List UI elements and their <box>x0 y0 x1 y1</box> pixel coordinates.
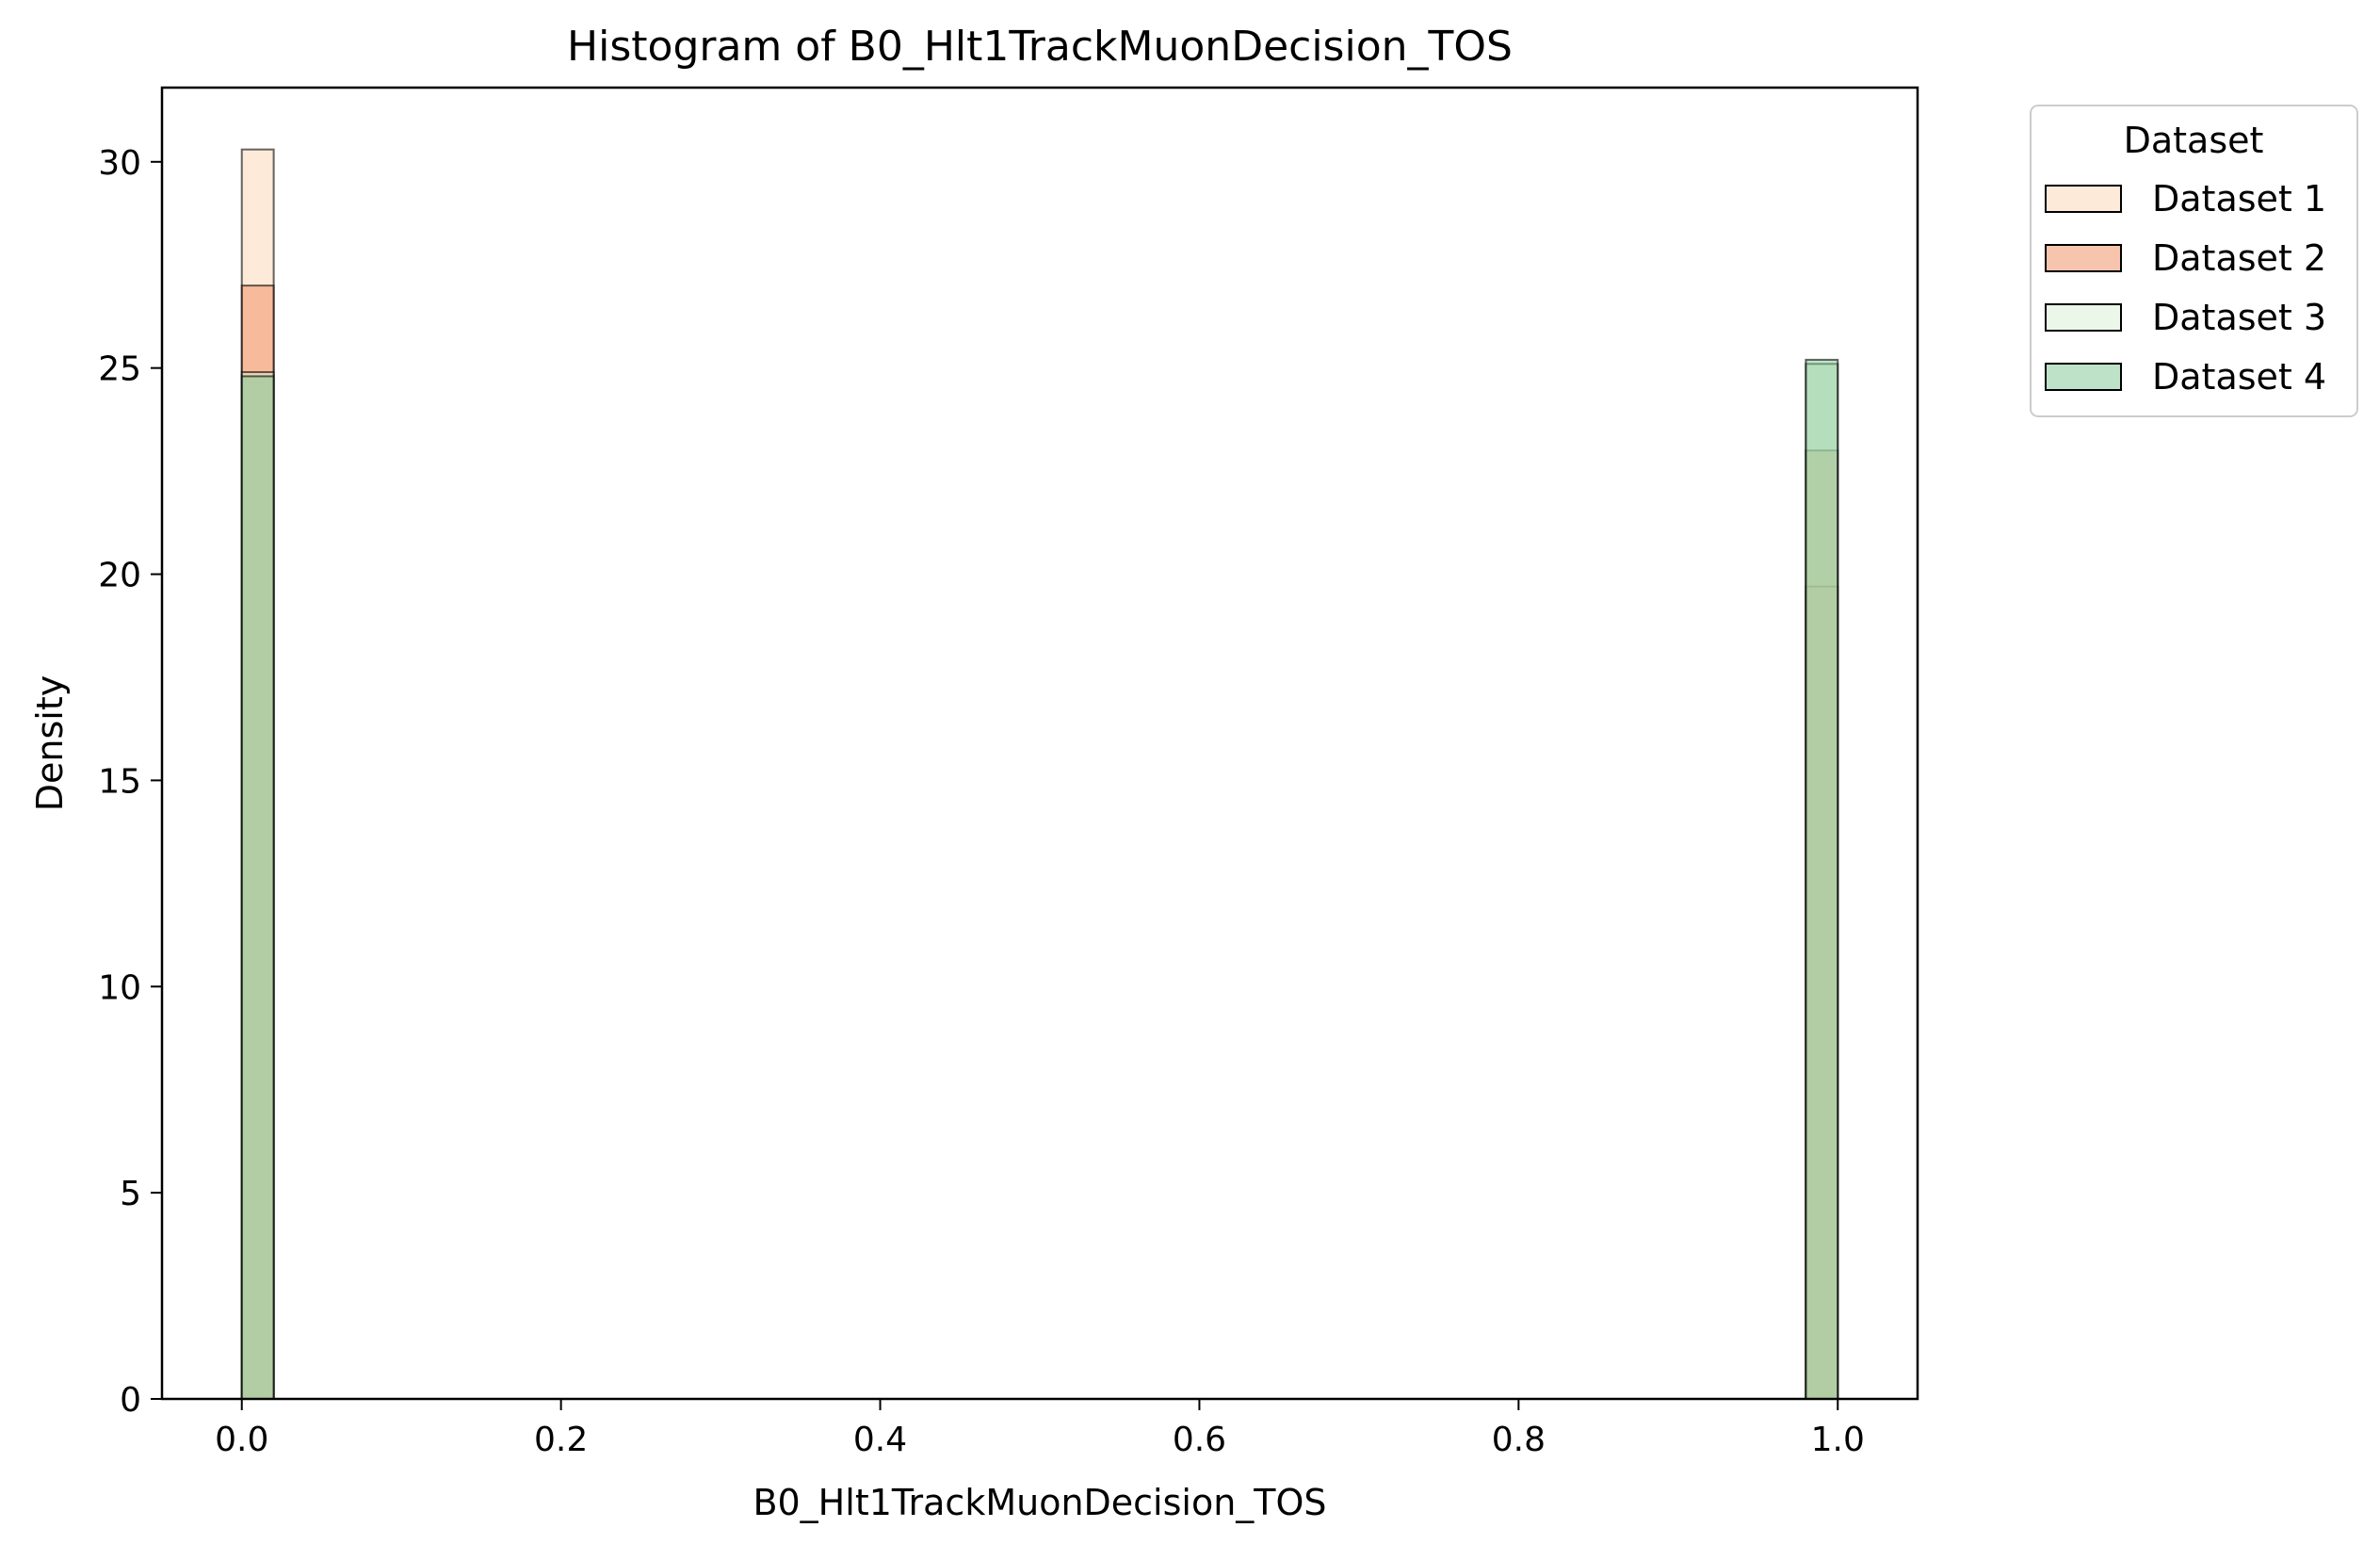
chart-title: Histogram of B0_Hlt1TrackMuonDecision_TO… <box>567 23 1513 71</box>
x-tick-label-5: 1.0 <box>1811 1421 1865 1459</box>
legend-title: Dataset <box>2124 120 2264 161</box>
y-tick-label-2: 10 <box>98 968 141 1007</box>
legend-label-dataset-4: Dataset 4 <box>2152 356 2326 398</box>
legend-swatch-dataset-1 <box>2045 185 2122 213</box>
legend-label-dataset-3: Dataset 3 <box>2152 297 2326 338</box>
y-tick-label-0: 0 <box>120 1381 141 1420</box>
legend-label-dataset-1: Dataset 1 <box>2152 178 2326 219</box>
histogram-bar-dataset-4-bin-2 <box>1805 358 1839 1401</box>
x-tick-label-1: 0.2 <box>534 1421 588 1459</box>
x-tick-label-4: 0.8 <box>1492 1421 1546 1459</box>
x-ticks: 0.0 0.2 0.4 0.6 0.8 1.0 <box>215 1399 1865 1459</box>
legend-swatch-dataset-2 <box>2045 244 2122 272</box>
legend-frame <box>2030 105 2358 417</box>
histogram-bar-dataset-4-bin-1 <box>240 375 275 1401</box>
legend-swatch-dataset-3 <box>2045 303 2122 332</box>
legend-items: Dataset 1 Dataset 2 Dataset 3 Dataset 4 <box>2045 178 2326 398</box>
plot-frame <box>160 86 1919 1401</box>
y-ticks: 0 5 10 15 20 25 30 <box>98 144 162 1420</box>
y-tick-label-3: 15 <box>98 762 141 801</box>
x-axis-label: B0_Hlt1TrackMuonDecision_TOS <box>753 1482 1326 1523</box>
y-tick-label-5: 25 <box>98 350 141 389</box>
y-axis-label: Density <box>29 675 71 811</box>
y-tick-label-6: 30 <box>98 144 141 183</box>
y-tick-label-1: 5 <box>120 1175 141 1213</box>
x-tick-label-2: 0.4 <box>853 1421 907 1459</box>
x-tick-label-0: 0.0 <box>215 1421 268 1459</box>
y-tick-label-4: 20 <box>98 557 141 595</box>
legend-swatch-dataset-4 <box>2045 363 2122 391</box>
bars-layer <box>240 148 1839 1401</box>
legend-label-dataset-2: Dataset 2 <box>2152 237 2326 279</box>
x-tick-label-3: 0.6 <box>1173 1421 1226 1459</box>
